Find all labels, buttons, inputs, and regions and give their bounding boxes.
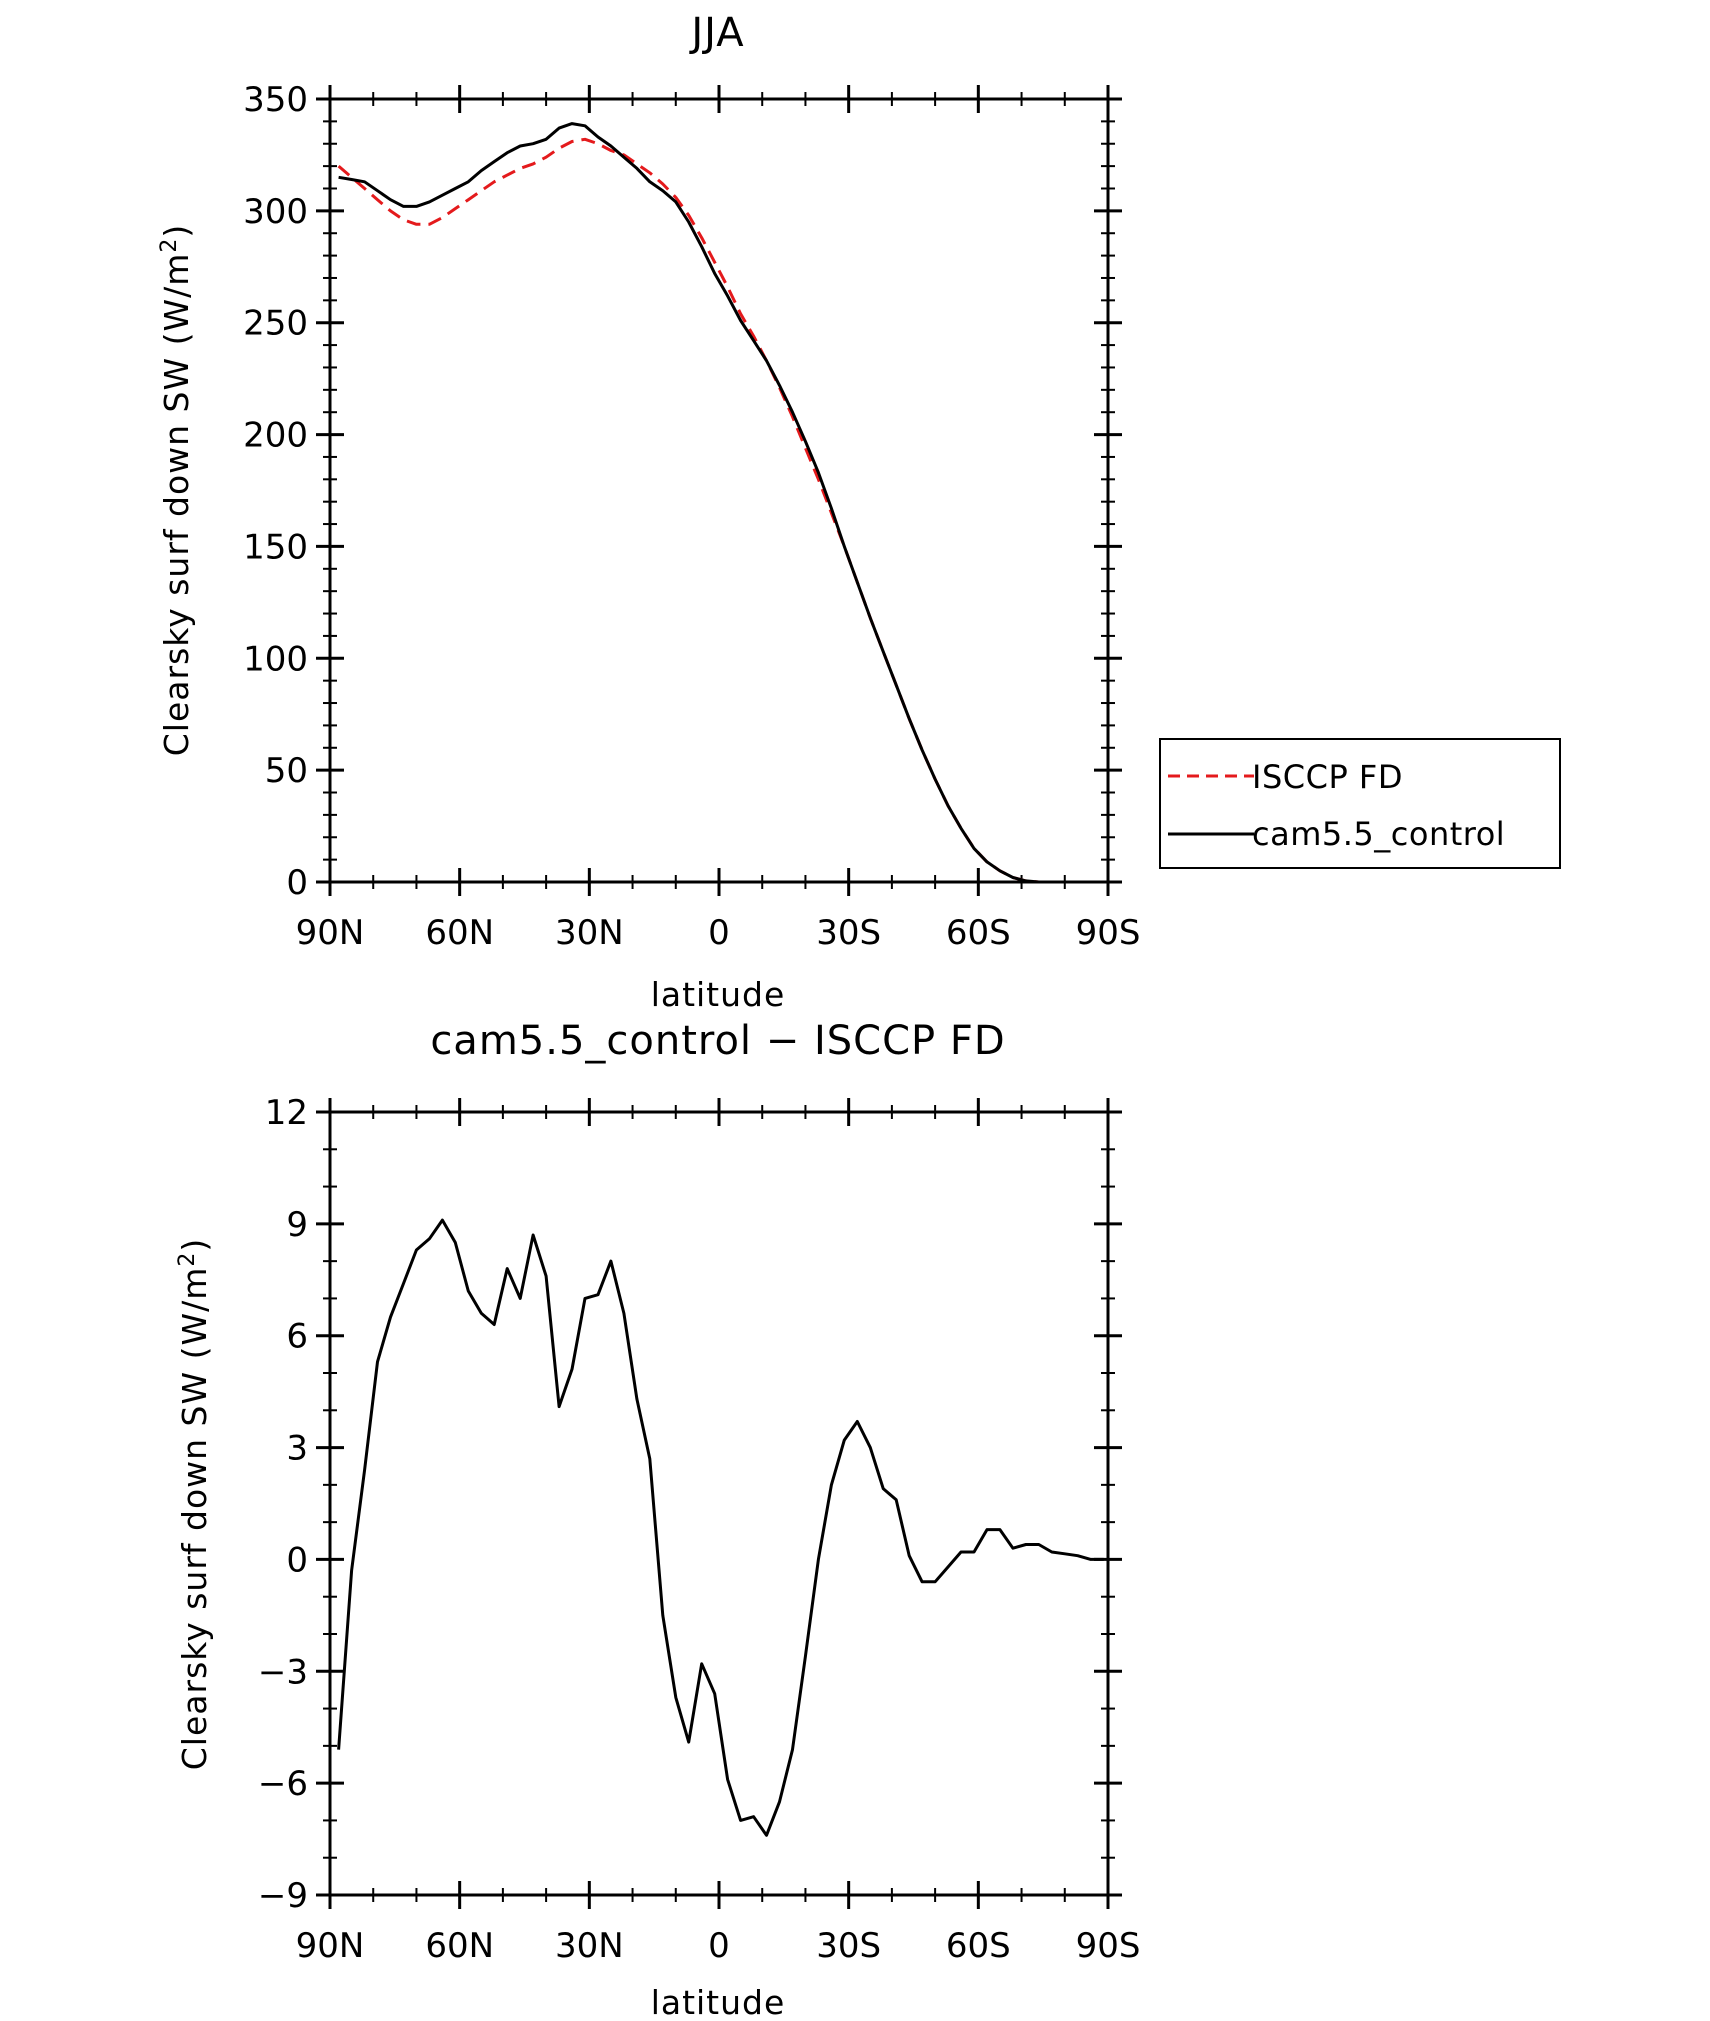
top-y-tick-label: 50 xyxy=(265,751,308,791)
top-y-ticks: 0 50 100 150 200 250 300 350 xyxy=(243,80,1122,903)
top-x-tick-label: 30S xyxy=(816,913,881,953)
top-series-line-isccp-fd xyxy=(337,137,1104,884)
top-series-group xyxy=(337,122,1104,884)
top-y-tick-label: 0 xyxy=(286,863,308,903)
bottom-y-tick-label: 3 xyxy=(286,1429,308,1469)
bottom-series-line-difference xyxy=(337,1218,1104,1837)
bottom-y-tick-label: −6 xyxy=(258,1764,308,1804)
bottom-y-tick-label: 12 xyxy=(265,1093,308,1133)
top-x-tick-label: 60N xyxy=(425,913,494,953)
top-x-axis-label: latitude xyxy=(651,975,786,1014)
top-y-axis-label: Clearsky surf down SW (W/m2) xyxy=(157,224,196,756)
bottom-x-tick-label: 30N xyxy=(555,1926,624,1966)
top-series-line-cam5-5-control xyxy=(338,122,1104,884)
bottom-y-axis-label-sup: 2 xyxy=(175,1252,200,1267)
bottom-y-axis-label-main: Clearsky surf down SW (W/m xyxy=(175,1267,214,1771)
top-y-axis-label-main: Clearsky surf down SW (W/m xyxy=(157,253,196,757)
legend-label-cam: cam5.5_control xyxy=(1252,815,1505,853)
bottom-x-tick-label: 60S xyxy=(946,1926,1011,1966)
top-panel: JJA 0 50 100 150 200 250 300 350 90N 60N 30N 0 30S 6… xyxy=(157,10,1561,1014)
bottom-x-tick-label: 60N xyxy=(425,1926,494,1966)
legend-label-isccp: ISCCP FD xyxy=(1252,758,1403,796)
bottom-y-tick-label: 6 xyxy=(286,1317,308,1357)
top-x-tick-label: 0 xyxy=(708,913,730,953)
top-x-tick-label: 90S xyxy=(1076,913,1141,953)
legend-box xyxy=(1159,738,1561,869)
bottom-x-tick-label: 30S xyxy=(816,1926,881,1966)
top-y-tick-label: 250 xyxy=(243,304,308,344)
top-x-tick-label: 90N xyxy=(296,913,365,953)
top-chart-title: JJA xyxy=(688,10,744,56)
bottom-x-tick-label: 90N xyxy=(296,1926,365,1966)
top-y-tick-label: 100 xyxy=(243,639,308,679)
bottom-x-axis-label: latitude xyxy=(651,1983,786,2021)
top-y-tick-label: 150 xyxy=(243,527,308,567)
top-x-tick-label: 30N xyxy=(555,913,624,953)
bottom-panel: cam5.5_control − ISCCP FD −9 −6 −3 0 3 6 9 12 9… xyxy=(175,1018,1140,2021)
top-y-axis-label-sup: 2 xyxy=(157,238,182,253)
bottom-y-axis-label-close: ) xyxy=(175,1238,214,1252)
bottom-x-tick-label: 0 xyxy=(708,1926,730,1966)
top-plot-frame xyxy=(328,97,1110,884)
legend: ISCCP FD cam5.5_control xyxy=(1159,738,1561,869)
bottom-series-group xyxy=(337,1218,1104,1837)
bottom-x-tick-label: 90S xyxy=(1076,1926,1141,1966)
bottom-y-tick-label: −3 xyxy=(258,1652,308,1692)
bottom-y-axis-label: Clearsky surf down SW (W/m2) xyxy=(175,1238,214,1770)
bottom-y-tick-label: −9 xyxy=(258,1876,308,1916)
bottom-y-tick-label: 0 xyxy=(286,1540,308,1580)
bottom-chart-title: cam5.5_control − ISCCP FD xyxy=(430,1018,1005,1064)
top-x-tick-label: 60S xyxy=(946,913,1011,953)
bottom-plot-frame xyxy=(328,1110,1110,1897)
bottom-x-ticks: 90N 60N 30N 0 30S 60S 90S xyxy=(296,1098,1141,1966)
top-y-axis-label-close: ) xyxy=(157,224,196,238)
top-y-tick-label: 300 xyxy=(243,192,308,232)
top-y-tick-label: 200 xyxy=(243,416,308,456)
top-y-tick-label: 350 xyxy=(243,80,308,120)
bottom-y-tick-label: 9 xyxy=(286,1205,308,1245)
